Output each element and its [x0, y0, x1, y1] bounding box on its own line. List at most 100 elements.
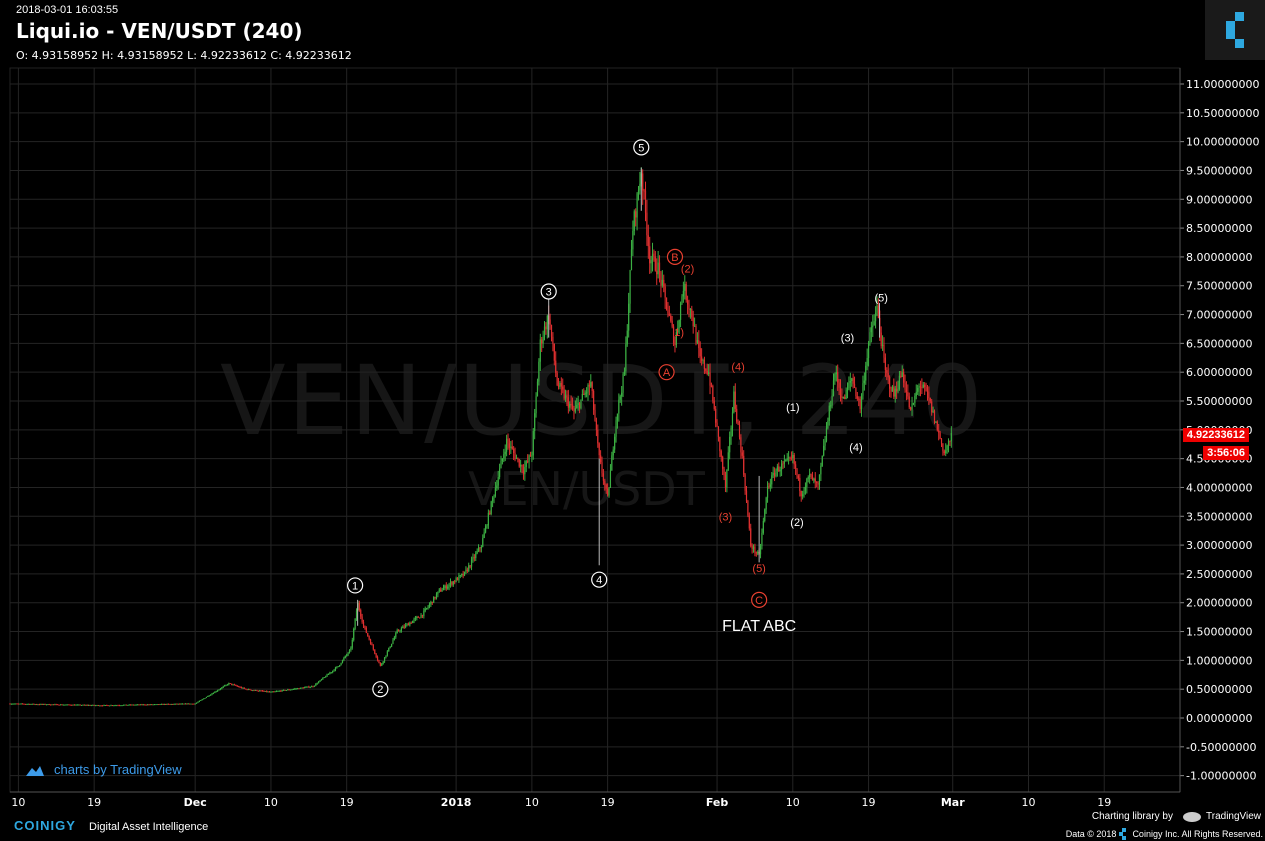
candle-body — [771, 475, 773, 485]
candle-body — [869, 332, 871, 343]
candle-body — [754, 546, 756, 553]
candle-body — [45, 704, 48, 706]
candle-body — [901, 372, 903, 377]
candle-body — [713, 401, 715, 409]
candle-body — [538, 361, 540, 382]
charting-library-tradingview[interactable]: TradingView — [1182, 810, 1261, 822]
candle-body — [752, 546, 755, 549]
candle-body — [325, 676, 327, 678]
candle-body — [348, 649, 351, 653]
candle-body — [64, 704, 66, 706]
candle-body — [275, 691, 278, 693]
candle-body — [159, 704, 161, 706]
candle-body — [55, 704, 57, 706]
candle-body — [424, 608, 426, 611]
y-tick-label: 9.00000000 — [1186, 193, 1252, 206]
candle-body — [270, 691, 272, 693]
candle-body — [600, 455, 602, 463]
candle-body — [29, 703, 31, 705]
candle-body — [493, 495, 495, 498]
candle-body — [651, 253, 654, 261]
candle-body — [592, 390, 595, 410]
candle-body — [75, 704, 77, 706]
candle-body — [228, 683, 230, 685]
candle-body — [479, 547, 481, 549]
candle-body — [378, 660, 380, 663]
wave-circle — [372, 681, 389, 698]
y-tick-label: 7.00000000 — [1186, 309, 1252, 322]
candle-body — [573, 409, 575, 412]
copyright-notice: Data © 2018 Coinigy Inc. All Rights Rese… — [1066, 828, 1263, 840]
candle-body — [744, 474, 746, 491]
candle-body — [591, 382, 593, 391]
candle-body — [332, 670, 334, 673]
candle-body — [671, 320, 673, 327]
candle-body — [174, 703, 177, 705]
wave-circle — [666, 248, 684, 266]
candle-body — [254, 689, 257, 691]
candle-body — [412, 620, 414, 624]
candle-body — [825, 428, 828, 442]
wave-label: C — [755, 595, 763, 607]
candle-body — [57, 704, 59, 706]
candle-body — [226, 684, 229, 686]
copyright-text: Data © 2018 — [1065, 829, 1117, 839]
candle-body — [361, 616, 363, 622]
candle-body — [252, 690, 254, 692]
candle-body — [232, 684, 234, 686]
candle-body — [532, 431, 534, 456]
candle-body — [933, 410, 936, 423]
candle-body — [578, 403, 581, 409]
candle-body — [514, 453, 516, 459]
candle-body — [421, 614, 424, 617]
candle-body — [513, 449, 515, 454]
coinigy-logo-icon[interactable] — [1205, 0, 1265, 60]
candle-body — [782, 463, 784, 465]
tradingview-credit-link[interactable]: charts by TradingView — [24, 762, 182, 777]
candle-body — [932, 410, 934, 413]
candle-body — [172, 703, 174, 705]
candle-body — [396, 630, 398, 634]
candle-body — [402, 626, 404, 629]
candle-body — [863, 380, 865, 384]
candle-body — [566, 395, 568, 398]
candle-body — [534, 413, 536, 432]
candle-body — [66, 704, 69, 706]
candle-body — [945, 450, 947, 454]
candle-body — [730, 427, 732, 437]
current-price-tag: 4.92233612 — [1182, 428, 1249, 442]
candle-body — [146, 704, 149, 706]
candle-body — [688, 304, 690, 310]
candle-body — [400, 628, 403, 631]
candle-body — [427, 606, 429, 609]
candle-body — [947, 441, 950, 446]
candle-body — [44, 703, 46, 705]
wave-label: B — [671, 252, 678, 264]
candle-body — [841, 396, 843, 398]
candle-body — [766, 486, 769, 498]
candle-body — [193, 703, 195, 705]
candle-body — [722, 456, 724, 469]
y-tick-label: 2.50000000 — [1186, 568, 1252, 581]
candle-body — [679, 303, 682, 320]
ohlc-readout: O: 4.93158952 H: 4.93158952 L: 4.9223361… — [16, 49, 352, 62]
candle-body — [353, 628, 355, 640]
candle-body — [507, 438, 509, 444]
candle-body — [94, 705, 97, 707]
candle-body — [354, 618, 356, 629]
candle-body — [556, 372, 558, 386]
candle-body — [866, 357, 868, 366]
candle-body — [302, 687, 304, 689]
candle-body — [282, 689, 285, 691]
candle-body — [710, 385, 713, 387]
candle-body — [296, 688, 299, 690]
candle-body — [173, 703, 175, 705]
candle-body — [814, 478, 816, 482]
x-tick-label: 19 — [862, 796, 876, 809]
candle-body — [360, 610, 362, 617]
candle-body — [759, 546, 762, 555]
candle-body — [313, 685, 316, 687]
candle-body — [414, 617, 417, 620]
candle-body — [50, 704, 52, 706]
